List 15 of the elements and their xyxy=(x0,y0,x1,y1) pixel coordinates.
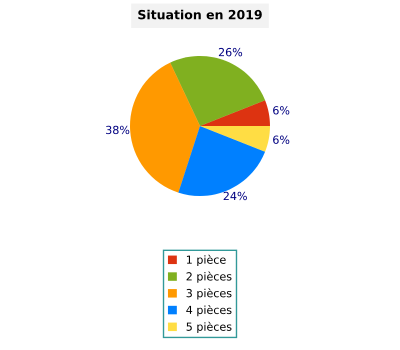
legend-label: 1 pièce xyxy=(186,254,226,266)
chart-title: Situation en 2019 xyxy=(138,10,262,20)
pie-slice xyxy=(200,126,270,152)
data-label: 6% xyxy=(273,106,290,115)
legend-label: 5 pièces xyxy=(186,322,232,333)
pie-slice xyxy=(200,100,270,126)
pie-slice xyxy=(130,62,200,193)
legend-label: 3 pièces xyxy=(186,288,232,300)
data-label: 26% xyxy=(218,48,242,56)
data-label: 38% xyxy=(106,126,130,134)
legend-label: 4 pièces xyxy=(186,305,232,316)
legend-label: 2 pièces xyxy=(186,272,232,283)
data-label: 24% xyxy=(224,192,247,200)
pie-slice xyxy=(170,56,266,126)
data-label: 6% xyxy=(273,136,290,144)
